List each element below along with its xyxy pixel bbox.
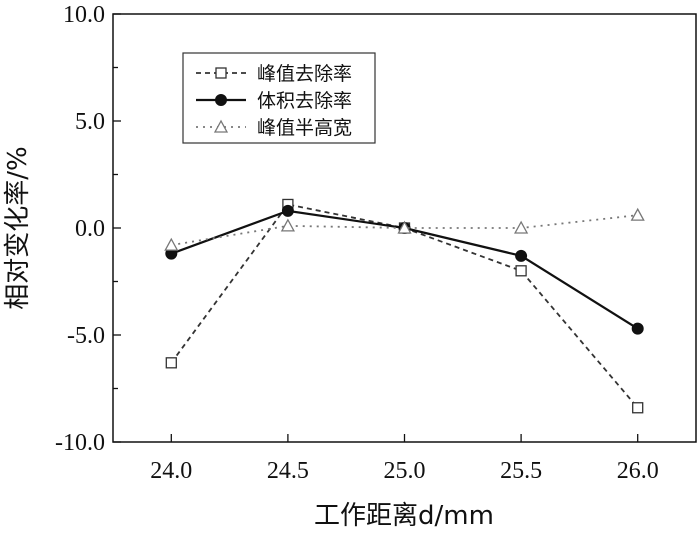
legend-label: 峰值去除率 bbox=[257, 63, 352, 85]
y-tick-label: 10.0 bbox=[63, 2, 105, 28]
data-point bbox=[630, 207, 645, 221]
x-tick-label: 24.0 bbox=[150, 458, 192, 484]
data-point bbox=[281, 204, 294, 217]
x-axis-title: 工作距离d/mm bbox=[314, 501, 494, 531]
series-line bbox=[170, 203, 639, 409]
y-axis-title: 相对变化率/% bbox=[3, 146, 33, 309]
x-tick-label: 25.0 bbox=[384, 458, 426, 484]
data-point bbox=[632, 402, 644, 414]
x-tick-label: 25.5 bbox=[500, 458, 542, 484]
data-point bbox=[165, 357, 177, 369]
series-line bbox=[171, 214, 638, 247]
legend-label: 峰值半高宽 bbox=[257, 117, 352, 139]
series-3 bbox=[164, 207, 645, 251]
x-tick-label: 24.5 bbox=[267, 458, 309, 484]
data-point bbox=[397, 220, 412, 234]
data-point bbox=[515, 265, 527, 277]
y-tick-label: 0.0 bbox=[75, 216, 105, 242]
legend-box bbox=[182, 52, 376, 144]
data-point bbox=[280, 218, 295, 232]
series-layer bbox=[164, 198, 645, 414]
x-axis: 24.0 24.5 25.0 25.5 26.0 bbox=[150, 434, 659, 484]
legend-label: 体积去除率 bbox=[257, 90, 352, 112]
y-axis: 10.0 5.0 0.0 -5.0 -10.0 bbox=[55, 2, 121, 456]
legend-marker bbox=[215, 67, 227, 79]
y-tick-label: 5.0 bbox=[75, 109, 105, 135]
data-point bbox=[515, 249, 528, 262]
legend-marker bbox=[215, 94, 227, 106]
data-point bbox=[631, 322, 644, 335]
x-tick-label: 26.0 bbox=[617, 458, 659, 484]
y-tick-label: -5.0 bbox=[67, 323, 105, 349]
data-point bbox=[164, 237, 179, 251]
data-point bbox=[514, 220, 529, 234]
legend-marker bbox=[213, 119, 229, 133]
y-tick-label: -10.0 bbox=[55, 430, 105, 456]
